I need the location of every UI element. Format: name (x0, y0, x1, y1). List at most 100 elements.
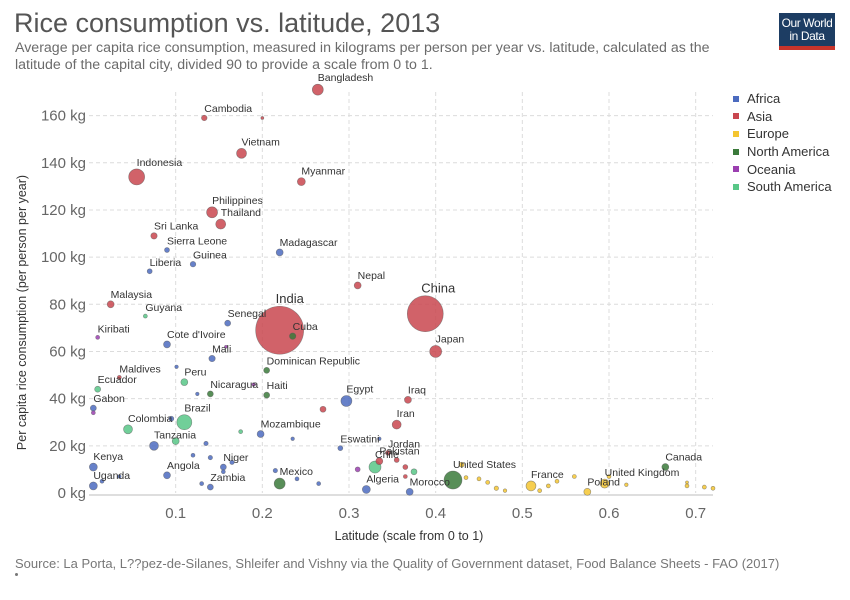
data-label: Thailand (221, 207, 261, 219)
legend-item[interactable]: South America (733, 178, 832, 196)
data-label: Philippines (212, 195, 263, 207)
data-label: Malaysia (111, 289, 153, 301)
x-tick-label: 0.5 (512, 505, 533, 522)
data-point (377, 436, 382, 441)
data-label: Pakistan (379, 446, 419, 458)
data-label: Mexico (280, 466, 313, 478)
data-point (476, 476, 482, 482)
data-point (458, 461, 465, 468)
data-label: Kiribati (98, 323, 130, 335)
data-point (199, 481, 204, 486)
data-point (493, 485, 499, 491)
legend-item[interactable]: North America (733, 143, 832, 161)
data-point (354, 466, 361, 473)
data-point (337, 445, 344, 451)
data-point (238, 429, 243, 434)
data-point (263, 367, 270, 374)
chart-title: Rice consumption vs. latitude, 2013 (14, 8, 441, 38)
data-point (294, 476, 300, 482)
legend-item[interactable]: Oceania (733, 160, 832, 178)
legend-item[interactable]: Asia (733, 108, 832, 126)
data-point (189, 261, 197, 268)
data-point (353, 281, 362, 290)
data-point (684, 483, 690, 489)
legend-swatch (733, 95, 739, 102)
data-point (89, 462, 98, 472)
data-label: Kenya (93, 451, 123, 463)
data-label: Chile (375, 449, 399, 461)
data-label: Guinea (193, 249, 227, 261)
data-point (319, 405, 327, 413)
data-label: Niger (223, 452, 249, 464)
data-label: Ecuador (98, 374, 138, 386)
x-tick-label: 0.6 (599, 505, 620, 522)
data-point (123, 424, 133, 435)
data-point (150, 232, 158, 240)
data-point (404, 396, 412, 404)
data-label: Mali (212, 343, 231, 355)
data-point (251, 382, 256, 387)
legend: Africa Asia Europe North America Oceania Sout… (733, 90, 832, 196)
data-point (375, 457, 384, 465)
y-tick-label: 160 kg (41, 108, 86, 125)
data-label: Tanzania (154, 429, 196, 441)
data-label: Eswatini (340, 434, 379, 446)
data-label: Gabon (93, 393, 125, 405)
data-point (554, 478, 560, 484)
data-label: Cote d'Ivoire (167, 329, 226, 341)
data-point (164, 247, 170, 253)
y-tick-label: 60 kg (49, 343, 86, 360)
data-point (221, 469, 226, 475)
y-tick-label: 100 kg (41, 249, 86, 266)
data-label: Nepal (358, 270, 385, 282)
data-point (406, 295, 444, 333)
data-label: Canada (665, 452, 702, 464)
data-point (537, 488, 542, 493)
data-label: Madagascar (280, 237, 338, 249)
data-label: Senegal (228, 308, 267, 320)
data-point (163, 471, 171, 480)
data-label: India (276, 291, 305, 306)
data-label: Sierra Leone (167, 236, 227, 248)
data-label: Iraq (408, 384, 426, 396)
data-point (176, 414, 193, 431)
data-label: Maldives (119, 363, 160, 375)
legend-label: North America (747, 144, 830, 160)
data-label: Peru (184, 367, 206, 379)
data-point (106, 300, 115, 309)
data-point (297, 177, 306, 186)
legend-label: Africa (747, 91, 781, 107)
legend-item[interactable]: Africa (733, 90, 832, 108)
data-point (143, 313, 148, 319)
data-label: Algeria (366, 473, 399, 485)
data-label: Mozambique (261, 419, 321, 431)
data-point (220, 463, 227, 471)
data-point (502, 488, 508, 493)
data-point (661, 463, 670, 471)
data-point (224, 319, 231, 327)
legend-label: Europe (747, 126, 789, 142)
data-point (275, 248, 284, 257)
owid-logo[interactable]: Our World in Data (779, 13, 835, 50)
x-tick-label: 0.1 (165, 505, 186, 522)
y-tick-label: 40 kg (49, 391, 86, 408)
data-point (95, 335, 100, 340)
data-point (91, 410, 96, 416)
data-point (236, 148, 247, 159)
data-point (702, 484, 707, 490)
data-point (624, 482, 629, 487)
data-label: Haiti (267, 380, 288, 392)
data-point (117, 474, 122, 479)
data-point (207, 390, 214, 398)
data-point (260, 116, 265, 120)
data-label: Liberia (150, 257, 182, 269)
data-label: Uganda (93, 470, 130, 482)
data-point (263, 391, 270, 399)
data-label: Zambia (210, 472, 245, 484)
data-label: Indonesia (137, 157, 183, 169)
source-note: Source: La Porta, L??pez-de-Silanes, Shl… (15, 556, 780, 571)
legend-item[interactable]: Europe (733, 125, 832, 143)
data-point (195, 391, 200, 397)
data-point (203, 440, 209, 446)
